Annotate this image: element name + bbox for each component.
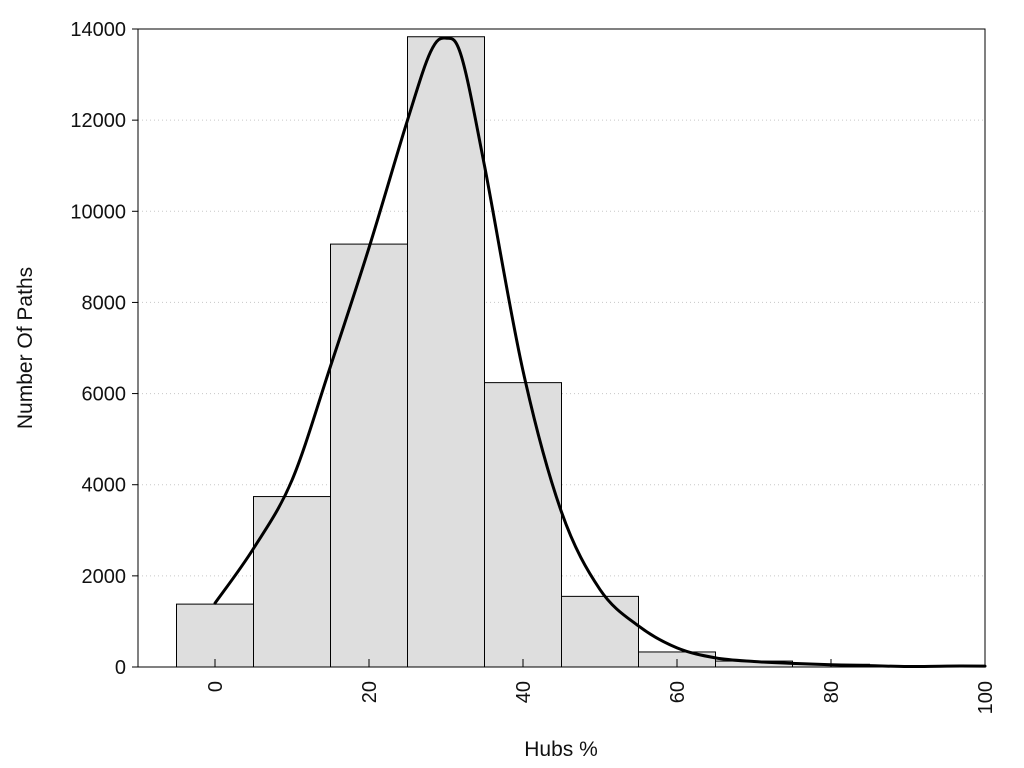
y-tick-label: 2000 xyxy=(82,566,127,588)
density-curve xyxy=(213,36,987,669)
x-tick-labels: 0 20 40 60 80 100 xyxy=(205,681,997,714)
y-tick-label: 6000 xyxy=(82,384,127,406)
histogram-bar xyxy=(176,603,254,668)
x-tick-label: 20 xyxy=(359,681,381,703)
y-axis-title: Number Of Paths xyxy=(14,267,37,429)
y-tick-label: 12000 xyxy=(70,110,126,132)
y-tick-label: 10000 xyxy=(70,201,126,223)
x-tick-label: 60 xyxy=(667,681,689,703)
x-tick-label: 100 xyxy=(975,681,997,714)
histogram-bar xyxy=(330,243,408,668)
plot-frame xyxy=(137,28,986,668)
histogram-bar xyxy=(253,496,331,668)
histogram-bar xyxy=(484,382,562,668)
y-tick-labels: 0 2000 4000 6000 8000 10000 12000 14000 xyxy=(70,19,126,679)
y-tick-label: 14000 xyxy=(70,19,126,41)
histogram-bars xyxy=(176,36,947,668)
y-tick-label: 0 xyxy=(115,657,126,679)
x-tick-label: 0 xyxy=(205,681,227,692)
x-tick-label: 80 xyxy=(821,681,843,703)
histogram-bar xyxy=(407,36,485,668)
y-tick-label: 4000 xyxy=(82,475,127,497)
x-tick-label: 40 xyxy=(513,681,535,703)
x-axis-title: Hubs % xyxy=(524,738,598,761)
histogram-bar xyxy=(561,595,639,668)
y-tick-label: 8000 xyxy=(82,292,127,314)
axis-ticks xyxy=(132,28,986,668)
